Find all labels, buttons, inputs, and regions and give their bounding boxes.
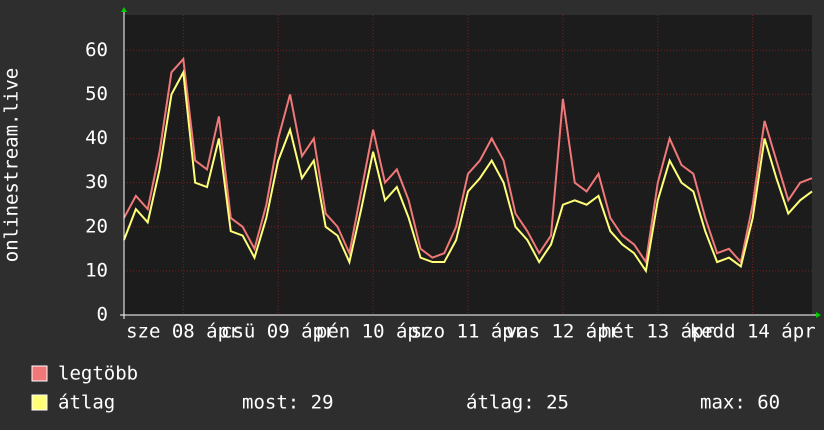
- y-tick-label: 10: [85, 259, 108, 281]
- legend-label: legtöbb: [58, 363, 138, 385]
- series-line: [123, 56, 813, 265]
- x-tick-label: sze 08 ápr: [126, 321, 240, 343]
- y-axis-label: onlinestream.live: [1, 68, 23, 262]
- legend-swatch: [31, 394, 48, 411]
- series-line: [123, 69, 813, 274]
- x-tick-label: hét 13 ápr: [601, 321, 715, 343]
- x-tick-label: vas 12 ápr: [506, 321, 620, 343]
- x-tick-label: szo 11 ápr: [411, 321, 525, 343]
- stat: max: 60: [700, 392, 780, 414]
- y-tick-label: 30: [85, 171, 108, 193]
- legend-label: átlag: [58, 392, 115, 414]
- y-tick-label: 0: [97, 304, 108, 326]
- x-tick-label: pén 10 ápr: [316, 321, 430, 343]
- y-tick-label: 50: [85, 83, 108, 105]
- stat: most: 29: [242, 392, 334, 414]
- x-tick-label: kedd 14 ápr: [690, 321, 816, 343]
- stat: átlag: 25: [466, 392, 569, 414]
- y-arrow: [121, 7, 127, 12]
- legend-swatch: [31, 365, 48, 382]
- x-arrow: [816, 312, 821, 318]
- y-tick-label: 40: [85, 127, 108, 149]
- y-tick-label: 60: [85, 39, 108, 61]
- x-tick-label: csü 09 ápr: [221, 321, 335, 343]
- y-tick-label: 20: [85, 215, 108, 237]
